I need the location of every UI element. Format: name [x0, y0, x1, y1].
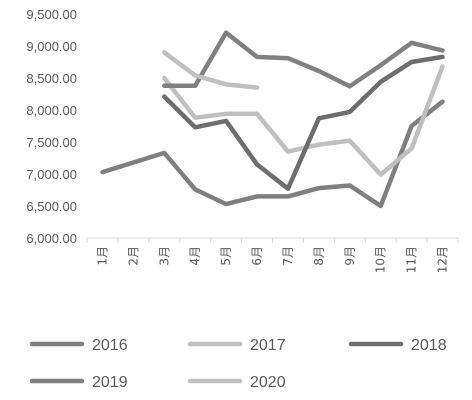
- y-tick-label: 8,000.00: [26, 103, 77, 118]
- x-axis: 1月 2月 3月 4月 5月 6月 7月 8月 9月 10月 11月 12月: [95, 246, 449, 273]
- x-tick-label: 2月: [126, 246, 140, 266]
- x-tick-label: 5月: [219, 246, 233, 266]
- series-line-2020: [162, 50, 260, 90]
- y-tick-label: 6,000.00: [26, 231, 77, 246]
- x-tick-label: 6月: [250, 246, 264, 266]
- x-tick-label: 3月: [157, 246, 171, 266]
- legend-label-2019: 2019: [92, 374, 128, 391]
- plot-series: [100, 30, 445, 209]
- series-line-2018: [162, 54, 445, 191]
- series-line-2016: [100, 99, 445, 209]
- series-line-2019: [162, 30, 445, 89]
- y-tick-label: 9,000.00: [26, 39, 77, 54]
- x-axis-tick-marks: [86, 238, 459, 243]
- legend-label-2016: 2016: [92, 337, 128, 354]
- y-tick-label: 8,500.00: [26, 71, 77, 86]
- y-tick-label: 7,000.00: [26, 167, 77, 182]
- y-tick-label: 9,500.00: [26, 7, 77, 22]
- x-tick-label: 1月: [95, 246, 109, 266]
- legend-label-2020: 2020: [250, 374, 286, 391]
- x-tick-label: 12月: [436, 246, 450, 273]
- x-tick-label: 7月: [281, 246, 295, 266]
- x-tick-label: 4月: [188, 246, 202, 266]
- legend-label-2017: 2017: [250, 337, 286, 354]
- y-tick-label: 7,500.00: [26, 135, 77, 150]
- x-tick-label: 10月: [374, 246, 388, 273]
- legend-label-2018: 2018: [411, 337, 447, 354]
- x-tick-label: 11月: [405, 246, 419, 273]
- legend: 2016 2017 2018 2019 2020: [29, 337, 447, 391]
- y-tick-label: 6,500.00: [26, 199, 77, 214]
- x-tick-label: 9月: [343, 246, 357, 266]
- x-tick-label: 8月: [312, 246, 326, 266]
- y-axis: 6,000.00 6,500.00 7,000.00 7,500.00 8,000.00…: [26, 7, 77, 246]
